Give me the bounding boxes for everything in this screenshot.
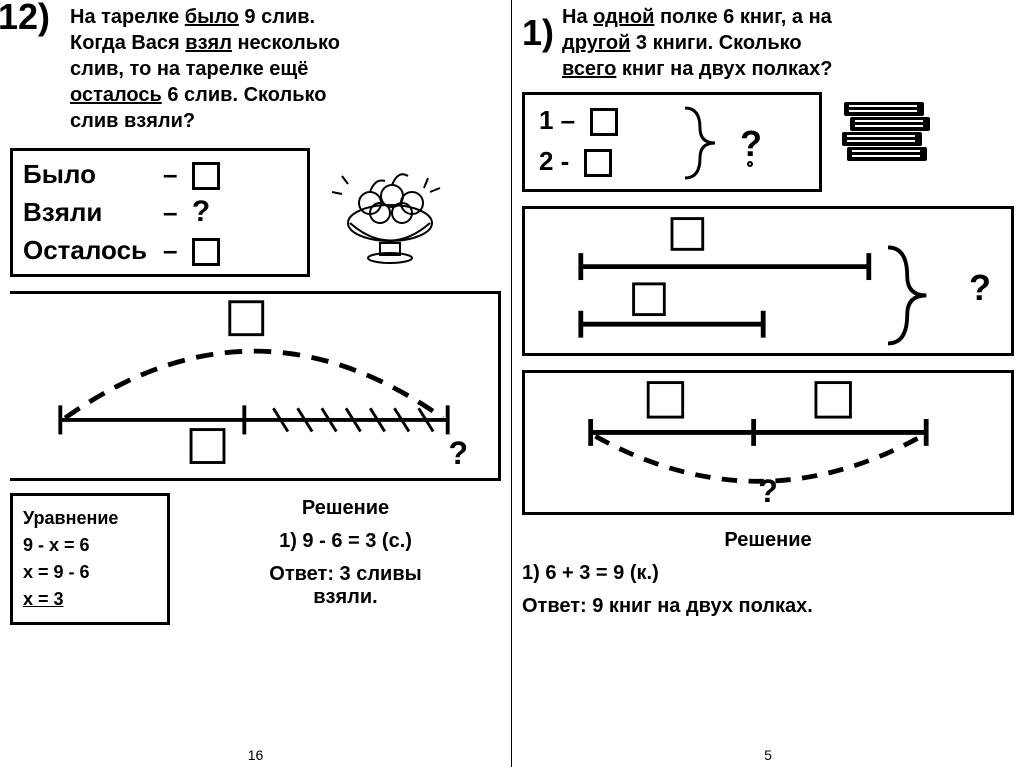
summary-box-12: Было– Взяли– ? Осталось– <box>10 148 310 277</box>
blank-square <box>192 238 220 266</box>
problem-text-1: На одной полке 6 книг, а на другой 3 кни… <box>562 4 1014 82</box>
books-icon <box>832 92 942 182</box>
summary-box-1: 1 – 2 - ? <box>522 92 822 192</box>
two-seg-diagram: ? <box>522 206 1014 356</box>
summary-qmark: ? <box>740 123 762 165</box>
summary-row-12: Было– Взяли– ? Осталось– <box>10 148 501 277</box>
arc-diagram-12: ? <box>10 291 501 481</box>
eq-sol-row: Уравнение 9 - х = 6 х = 9 - 6 х = 3 Реше… <box>10 493 501 625</box>
diagram3-qmark: ? <box>758 473 778 510</box>
blank-square <box>584 149 612 177</box>
solution-1: Решение 1) 6 + 3 = 9 (к.) Ответ: 9 книг … <box>522 529 1014 618</box>
problem-number-1: 1) <box>522 12 554 54</box>
blank-square <box>590 108 618 136</box>
right-page: 1) На одной полке 6 книг, а на другой 3 … <box>512 0 1024 767</box>
left-page: 12) На тарелке было 9 слив. Когда Вася в… <box>0 0 512 767</box>
diagram2-qmark: ? <box>969 267 991 309</box>
problem-number-12: 12) <box>0 0 50 38</box>
page-number-right: 5 <box>764 747 772 763</box>
fruit-bowl-icon <box>320 148 460 268</box>
summary-row-1: 1 – 2 - ? <box>522 92 1014 192</box>
problem-text-12: На тарелке было 9 слив. Когда Вася взял … <box>70 4 501 134</box>
dot-icon <box>747 161 753 167</box>
equation-box: Уравнение 9 - х = 6 х = 9 - 6 х = 3 <box>10 493 170 625</box>
brace-icon <box>675 103 735 183</box>
diagram-qmark: ? <box>448 435 468 472</box>
page-number-left: 16 <box>248 747 264 763</box>
solution-12: Решение 1) 9 - 6 = 3 (с.) Ответ: 3 сливы… <box>190 493 501 625</box>
smile-diagram: ? <box>522 370 1014 515</box>
blank-square <box>192 162 220 190</box>
